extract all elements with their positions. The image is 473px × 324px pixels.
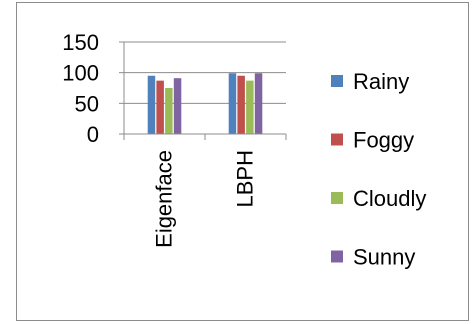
y-axis: 0 50 100 150 [62,30,125,147]
bar-eigenface-cloudly [165,88,173,134]
legend-label-cloudly: Cloudly [353,186,426,211]
y-tick-label: 50 [75,91,99,116]
category-label-lbph: LBPH [233,150,258,207]
x-axis: Eigenface LBPH [123,133,287,248]
bar-lbph-sunny [254,73,263,134]
y-tick-label: 150 [62,30,99,55]
y-tick-label: 100 [62,61,99,86]
legend-label-rainy: Rainy [353,69,409,94]
bar-lbph-cloudly [246,80,254,134]
legend: Rainy Foggy Cloudly Sunny [331,69,426,270]
chart-frame [16,2,469,321]
bar-lbph-foggy [237,75,245,134]
legend-swatch-cloudly [331,192,343,204]
legend-swatch-rainy [331,75,343,87]
bars [147,73,263,134]
bar-lbph-rainy [228,73,237,134]
legend-label-foggy: Foggy [353,128,414,153]
legend-swatch-foggy [331,133,343,146]
bar-eigenface-foggy [156,80,164,134]
category-label-eigenface: Eigenface [152,150,177,248]
bar-eigenface-sunny [173,78,182,134]
legend-label-sunny: Sunny [353,245,415,270]
legend-swatch-sunny [331,250,343,263]
y-tick-label: 0 [87,122,99,147]
bar-eigenface-rainy [147,75,156,134]
